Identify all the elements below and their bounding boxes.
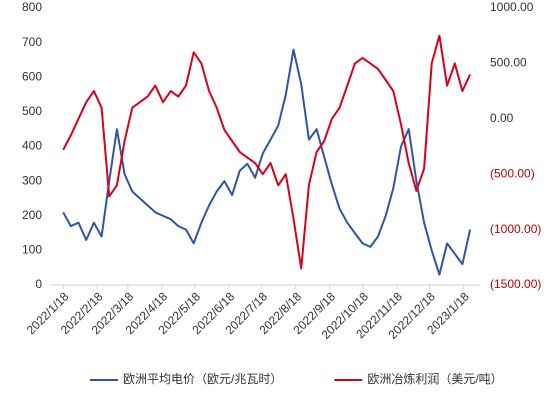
series-line: [62, 48, 472, 276]
y2-tick-label: (1000.00): [490, 222, 541, 236]
y2-tick-label: 500.00: [490, 56, 527, 70]
y-tick-label: 100: [22, 243, 42, 257]
y-tick-label: 500: [22, 104, 42, 118]
series-line: [62, 34, 472, 270]
y-tick-label: 700: [22, 35, 42, 49]
legend-label: 欧洲平均电价（欧元/兆瓦时）: [123, 372, 282, 386]
y-tick-label: 400: [22, 139, 42, 153]
y-tick-label: 300: [22, 173, 42, 187]
legend-label: 欧洲冶炼利润（美元/吨）: [367, 371, 502, 386]
y2-tick-label: (500.00): [490, 166, 535, 180]
y-tick-label: 800: [22, 0, 42, 14]
y-tick-label: 200: [22, 208, 42, 222]
y-tick-label: 600: [22, 69, 42, 83]
y2-tick-label: 0.00: [490, 111, 514, 125]
y-tick-label: 0: [35, 277, 42, 291]
y2-tick-label: 1000.00: [490, 0, 534, 14]
y2-tick-label: (1500.00): [490, 277, 541, 291]
